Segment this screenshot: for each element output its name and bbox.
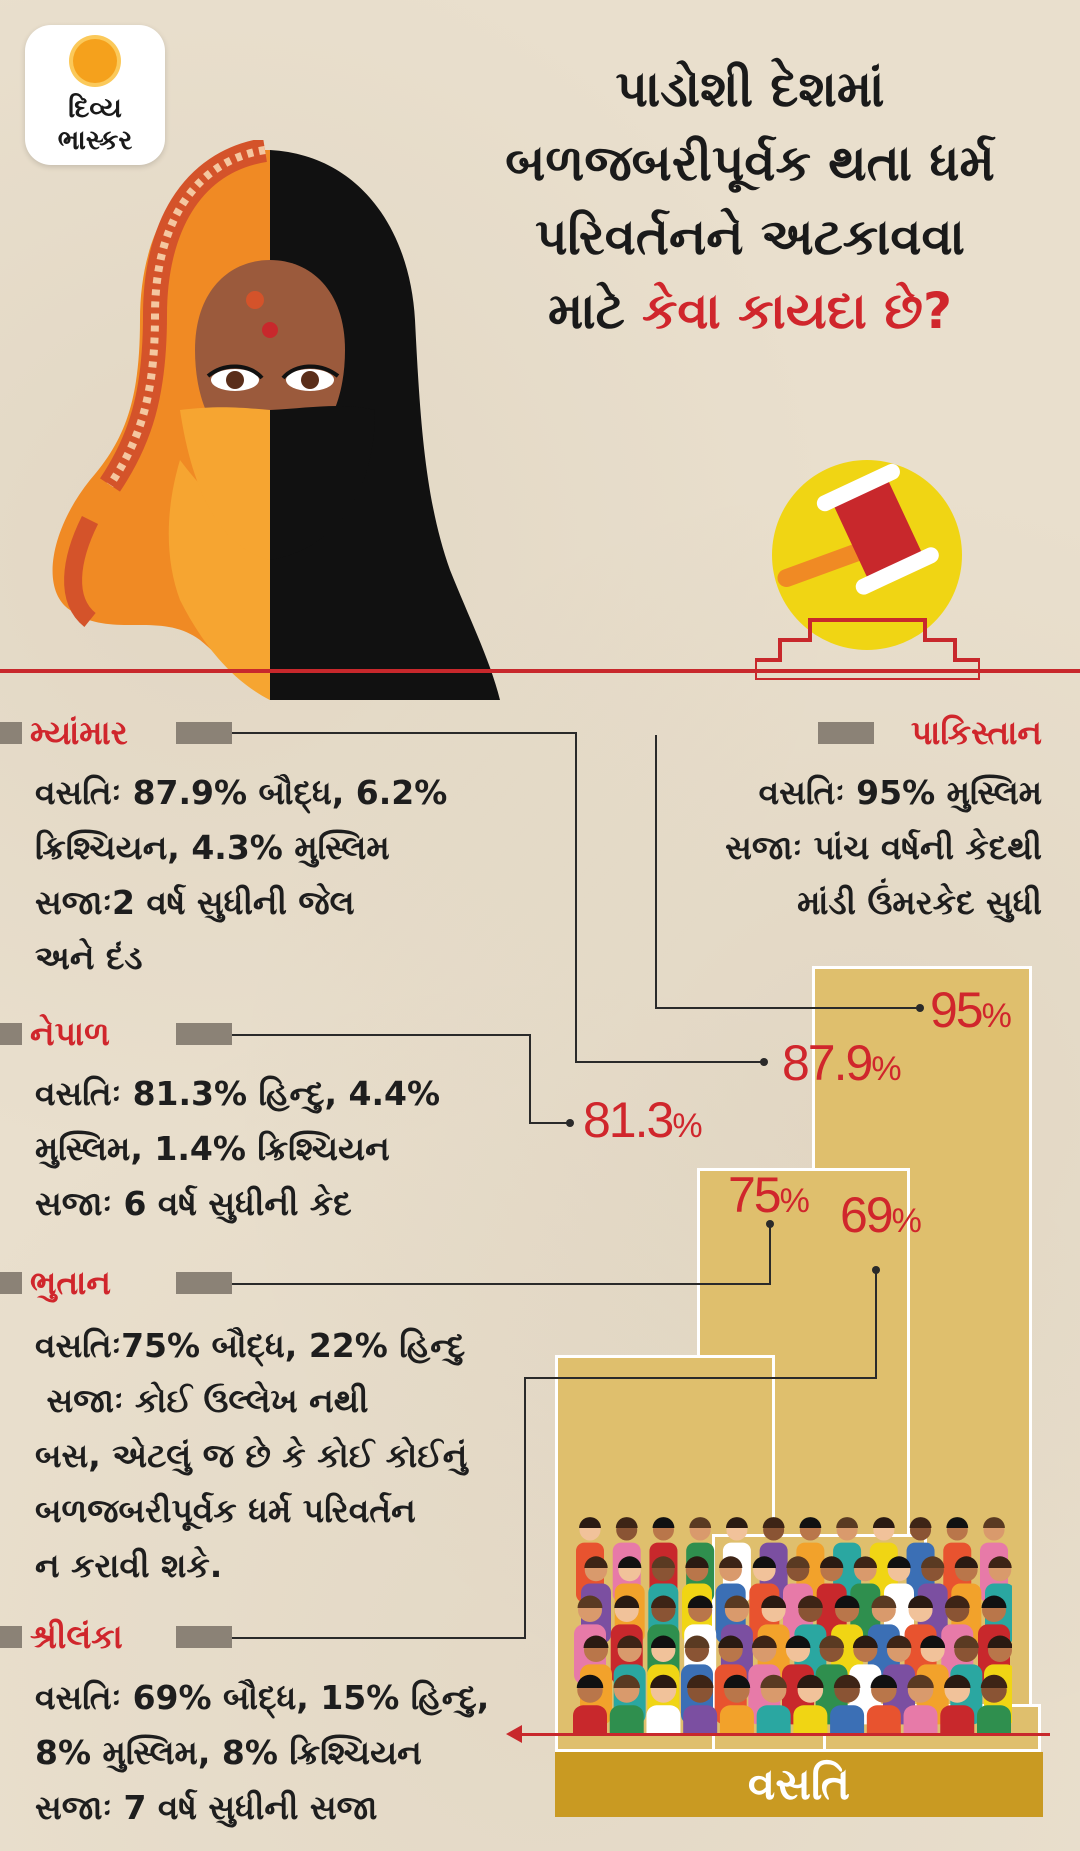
person-figure — [683, 1674, 718, 1735]
woman-illustration — [52, 140, 500, 700]
text-line: વસતિઃ 69% બૌદ્ધ, 15% હિન્દુ, — [35, 1678, 490, 1717]
logo-text-line2: ભાસ્કર — [57, 125, 133, 156]
section-body-pakistan: વસતિઃ 95% મુસ્લિમ સજાઃ પાંચ વર્ષની કેદથી… — [572, 765, 1042, 930]
person-figure — [793, 1674, 828, 1735]
text-line: સજાઃ 7 વર્ષ સુધીની સજા — [35, 1788, 378, 1827]
person-figure — [756, 1674, 791, 1735]
section-body-srilanka: વસતિઃ 69% બૌદ્ધ, 15% હિન્દુ, 8% મુસ્લિમ,… — [35, 1670, 535, 1835]
section-marker — [176, 1626, 232, 1648]
sun-icon — [73, 39, 117, 83]
gavel-icon — [755, 460, 980, 680]
title-line-3: પરિવર્તનને અટકાવવા — [535, 208, 965, 266]
section-marker — [0, 1626, 22, 1648]
section-title-myanmar: મ્યાંમાર — [30, 713, 128, 752]
section-title-pakistan: પાકિસ્તાન — [910, 713, 1042, 752]
connector-pakistan — [655, 735, 920, 1009]
divya-bhaskar-logo: દિવ્ય ભાસ્કર — [25, 25, 165, 165]
person-figure — [903, 1674, 938, 1735]
person-figure — [830, 1674, 865, 1735]
axis-arrow-line — [520, 1733, 1050, 1736]
title-line-4-highlight: કેવા કાયદા છે? — [642, 282, 952, 340]
text-line: માંડી ઉંમરકેદ સુધી — [797, 883, 1042, 922]
text-line: ક્રિશ્ચિયન, 4.3% મુસ્લિમ — [35, 828, 390, 867]
section-marker — [176, 722, 232, 744]
section-title-nepal: નેપાળ — [30, 1014, 110, 1053]
person-figure — [977, 1674, 1011, 1735]
section-marker — [176, 1272, 232, 1294]
crowd-illustration — [573, 1517, 1012, 1735]
section-marker — [818, 722, 874, 744]
text-line: વસતિઃ75% બૌદ્ધ, 22% હિન્દુ — [35, 1326, 466, 1365]
section-marker — [0, 1272, 22, 1294]
title-line-4-plain: માટે — [548, 282, 643, 340]
section-marker — [176, 1023, 232, 1045]
person-figure — [609, 1674, 644, 1735]
axis-label-population: વસતિ — [555, 1752, 1043, 1817]
logo-text-line1: દિવ્ય — [68, 93, 122, 124]
text-line: બસ, એટલું જ છે કે કોઈ કોઈનું — [35, 1436, 468, 1475]
page-title: પાડોશી દેશમાં બળજબરીપૂર્વક થતા ધર્મ પરિવ… — [450, 52, 1050, 348]
text-line: મુસ્લિમ, 1.4% ક્રિશ્ચિયન — [35, 1129, 390, 1168]
section-body-nepal: વસતિઃ 81.3% હિન્દુ, 4.4% મુસ્લિમ, 1.4% ક… — [35, 1066, 505, 1231]
section-marker — [0, 722, 22, 744]
person-figure — [646, 1674, 681, 1735]
section-body-bhutan: વસતિઃ75% બૌદ્ધ, 22% હિન્દુ સજાઃ કોઈ ઉલ્લ… — [35, 1318, 535, 1593]
person-figure — [573, 1674, 607, 1735]
section-title-bhutan: ભુતાન — [30, 1263, 111, 1302]
text-line: સજાઃ પાંચ વર્ષની કેદથી — [725, 828, 1042, 867]
text-line: અને દંડ — [35, 938, 143, 977]
title-line-2: બળજબરીપૂર્વક થતા ધર્મ — [505, 134, 995, 192]
person-figure — [866, 1674, 901, 1735]
text-line: વસતિઃ 81.3% હિન્દુ, 4.4% — [35, 1074, 441, 1113]
text-line: સજાઃ2 વર્ષ સુધીની જેલ — [35, 883, 355, 922]
person-figure — [940, 1674, 975, 1735]
title-line-4: માટે કેવા કાયદા છે? — [450, 274, 1050, 348]
text-line: સજાઃ કોઈ ઉલ્લેખ નથી — [35, 1381, 369, 1420]
connector-myanmar — [232, 732, 764, 1063]
person-figure — [719, 1674, 754, 1735]
axis-arrow-head-icon — [506, 1725, 522, 1743]
connector-nepal — [232, 1034, 570, 1124]
connector-srilanka — [232, 1270, 877, 1639]
divider-line — [0, 669, 1080, 673]
text-line: 8% મુસ્લિમ, 8% ક્રિશ્ચિયન — [35, 1733, 422, 1772]
connector-bhutan — [232, 1224, 771, 1285]
text-line: વસતિઃ 95% મુસ્લિમ — [758, 773, 1042, 812]
title-line-1: પાડોશી દેશમાં — [615, 60, 885, 118]
text-line: સજાઃ 6 વર્ષ સુધીની કેદ — [35, 1184, 352, 1223]
text-line: ન કરાવી શકે. — [35, 1546, 223, 1585]
section-title-srilanka: શ્રીલંકા — [30, 1617, 123, 1656]
text-line: બળજબરીપૂર્વક ધર્મ પરિવર્તન — [35, 1491, 416, 1530]
section-marker — [0, 1023, 22, 1045]
text-line: વસતિઃ 87.9% બૌદ્ધ, 6.2% — [35, 773, 448, 812]
section-body-myanmar: વસતિઃ 87.9% બૌદ્ધ, 6.2% ક્રિશ્ચિયન, 4.3%… — [35, 765, 505, 985]
